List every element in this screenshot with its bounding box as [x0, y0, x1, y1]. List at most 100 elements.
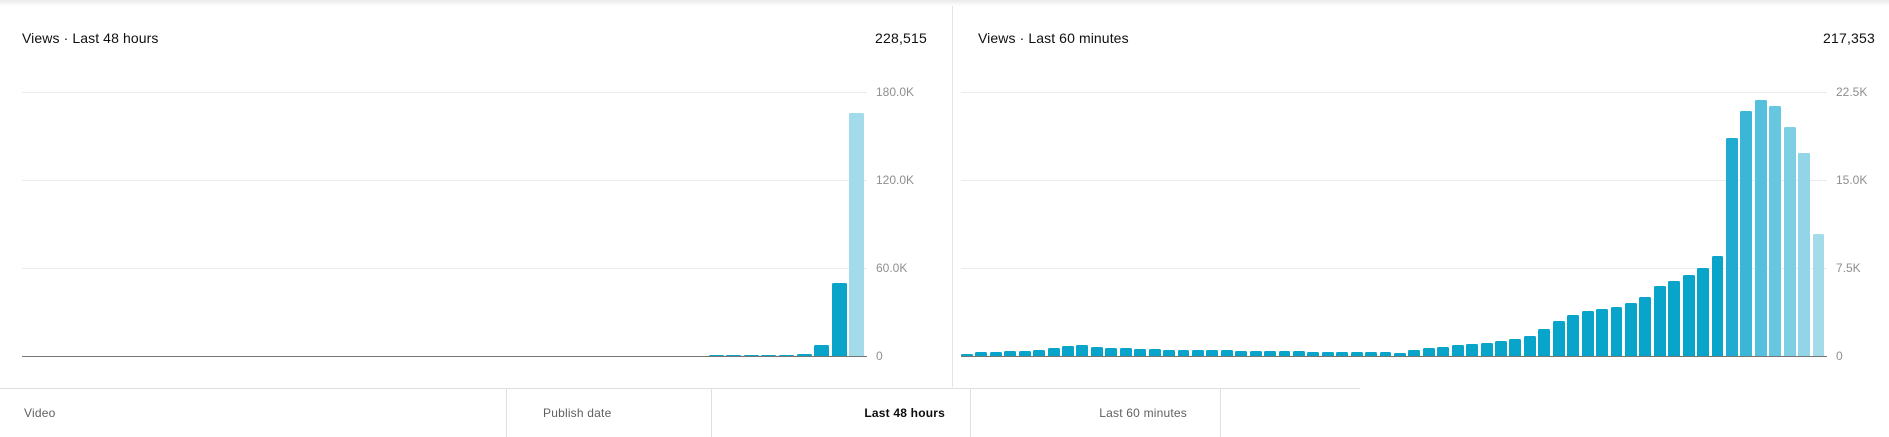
x-axis-line: [961, 356, 1827, 357]
chart-title: Views · Last 48 hours: [22, 30, 159, 46]
y-axis-labels: 180.0K 120.0K 60.0K 0: [876, 85, 946, 363]
chart-bar[interactable]: [1495, 341, 1507, 356]
chart-bar[interactable]: [975, 352, 988, 356]
chart-bar[interactable]: [961, 354, 973, 356]
chart-bar[interactable]: [778, 354, 795, 356]
chart-bar[interactable]: [1466, 343, 1479, 356]
chart-bar[interactable]: [1812, 233, 1825, 356]
gridline: [961, 268, 1827, 269]
chart-bar[interactable]: [1163, 349, 1175, 356]
chart-bar[interactable]: [989, 351, 1002, 356]
chart-bar[interactable]: [1653, 285, 1666, 356]
chart-bar[interactable]: [1206, 350, 1219, 356]
chart-bar[interactable]: [1697, 268, 1710, 356]
chart-bar[interactable]: [1437, 346, 1450, 356]
chart-bar[interactable]: [1321, 351, 1334, 356]
chart-bar[interactable]: [1235, 350, 1248, 356]
chart-bar[interactable]: [1033, 349, 1046, 356]
chart-bar[interactable]: [1119, 348, 1132, 356]
gridline: [961, 180, 1827, 181]
y-axis-labels: 22.5K 15.0K 7.5K 0: [1836, 85, 1889, 363]
chart-bar[interactable]: [1624, 303, 1637, 356]
column-header-spacer: [1220, 389, 1360, 437]
chart-header: Views · Last 48 hours 228,515: [0, 30, 952, 46]
chart-bar[interactable]: [1451, 344, 1464, 356]
chart-bar[interactable]: [1350, 352, 1363, 356]
chart-bar[interactable]: [1682, 275, 1695, 356]
chart-total-views: 217,353: [1822, 30, 1875, 46]
panel-divider: [952, 6, 953, 387]
chart-bar[interactable]: [1408, 349, 1421, 356]
chart-bar[interactable]: [743, 354, 759, 356]
chart-bar[interactable]: [1278, 351, 1291, 356]
chart-bar[interactable]: [1596, 309, 1608, 356]
chart-bar[interactable]: [1769, 106, 1782, 356]
chart-bar[interactable]: [1264, 350, 1277, 356]
gridline: [961, 92, 1827, 93]
chart-bar[interactable]: [1004, 351, 1017, 356]
gridline: [22, 268, 867, 269]
chart-bar[interactable]: [796, 354, 812, 356]
chart-bar[interactable]: [1668, 280, 1681, 356]
chart-bar[interactable]: [1740, 110, 1753, 356]
chart-bar[interactable]: [1610, 306, 1623, 356]
chart-bar[interactable]: [708, 354, 724, 356]
y-axis-label: 180.0K: [876, 85, 915, 99]
chart-bar[interactable]: [1783, 127, 1796, 356]
chart-bar[interactable]: [1292, 351, 1305, 356]
chart-bar[interactable]: [1711, 256, 1724, 356]
chart-bar[interactable]: [1336, 352, 1349, 356]
chart-bar[interactable]: [1552, 320, 1565, 356]
chart-bar[interactable]: [1639, 297, 1652, 356]
chart-bar[interactable]: [1422, 347, 1435, 356]
gridline: [22, 92, 867, 93]
bar-chart-last-48-hours: 180.0K 120.0K 60.0K 0: [22, 85, 914, 363]
chart-bar[interactable]: [1105, 347, 1118, 356]
bars-container: [961, 92, 1827, 356]
chart-bar[interactable]: [1754, 100, 1767, 356]
chart-bar[interactable]: [1220, 350, 1233, 356]
chart-bar[interactable]: [1177, 349, 1190, 356]
chart-title: Views · Last 60 minutes: [978, 30, 1129, 46]
column-header-last-60-minutes[interactable]: Last 60 minutes: [970, 389, 1220, 437]
chart-panel-last-48-hours: Views · Last 48 hours 228,515 180.0K 120.…: [0, 0, 952, 388]
chart-bar[interactable]: [1307, 351, 1320, 356]
chart-header: Views · Last 60 minutes 217,353: [953, 30, 1889, 46]
chart-bar[interactable]: [1480, 343, 1493, 356]
chart-bar[interactable]: [849, 113, 865, 356]
y-axis-label: 7.5K: [1836, 261, 1861, 275]
chart-bar[interactable]: [1134, 348, 1147, 356]
chart-bar[interactable]: [1148, 348, 1161, 356]
chart-bar[interactable]: [761, 354, 777, 356]
chart-bar[interactable]: [1018, 350, 1031, 356]
y-axis-label: 22.5K: [1836, 85, 1868, 99]
chart-bar[interactable]: [1581, 311, 1594, 356]
chart-bar[interactable]: [1798, 153, 1811, 356]
y-axis-label: 60.0K: [876, 261, 908, 275]
y-axis-label: 120.0K: [876, 173, 915, 187]
gridline: [22, 180, 867, 181]
chart-bar[interactable]: [1249, 350, 1262, 356]
chart-bar[interactable]: [1090, 346, 1103, 356]
chart-bar[interactable]: [1365, 352, 1378, 356]
chart-bar[interactable]: [1509, 339, 1522, 356]
toolbar-shadow: [0, 0, 1889, 6]
chart-bar[interactable]: [1076, 345, 1089, 356]
column-header-last-48-hours[interactable]: Last 48 hours: [711, 389, 970, 437]
chart-bar[interactable]: [1523, 336, 1536, 356]
chart-bar[interactable]: [726, 354, 742, 356]
chart-total-views: 228,515: [874, 30, 927, 46]
chart-bar[interactable]: [1379, 352, 1392, 356]
videos-table-header: Video Publish date Last 48 hours Last 60…: [0, 388, 1360, 437]
chart-bar[interactable]: [1567, 314, 1580, 356]
column-header-video: Video: [24, 406, 56, 420]
chart-bar[interactable]: [1538, 329, 1551, 356]
chart-bar[interactable]: [1191, 350, 1204, 356]
chart-bar[interactable]: [1062, 346, 1074, 356]
column-header-publish-date[interactable]: Publish date: [506, 389, 711, 437]
chart-bar[interactable]: [1725, 137, 1738, 356]
chart-bar[interactable]: [1047, 347, 1060, 356]
chart-bar[interactable]: [814, 345, 830, 356]
chart-bar[interactable]: [831, 282, 847, 356]
chart-bar[interactable]: [1394, 352, 1406, 356]
